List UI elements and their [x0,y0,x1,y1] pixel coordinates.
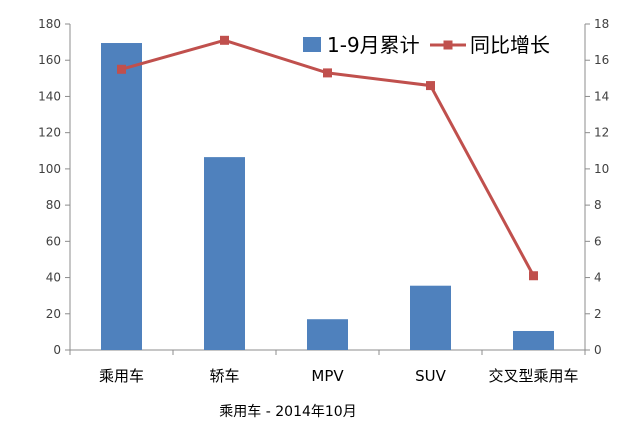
left-tick-label: 140 [38,89,61,103]
growth-point [426,81,435,91]
right-tick-label: 16 [594,53,609,67]
left-tick-label: 0 [53,343,61,357]
growth-point [220,35,229,45]
chart-caption: 乘用车 - 2014年10月 [219,404,357,420]
right-tick-label: 8 [594,198,602,212]
x-tick-label: SUV [415,367,447,385]
left-tick-label: 40 [46,271,61,285]
left-tick-label: 120 [38,126,61,140]
right-tick-label: 14 [594,89,609,103]
right-tick-label: 10 [594,162,609,176]
right-tick-label: 12 [594,126,609,140]
x-tick-label: 交叉型乘用车 [488,367,578,385]
right-tick-label: 2 [594,307,602,321]
bar [307,319,348,350]
growth-line [117,35,538,281]
legend-line-marker [443,40,453,50]
right-tick-label: 0 [594,343,602,357]
bar [101,43,142,351]
legend-bar-swatch [303,37,321,52]
growth-point [323,68,332,78]
axes: 0 20 40 60 80 100 120 140 160 180 0 2 4 6 8 10 12 14 16 18 乘… [38,17,609,385]
left-tick-label: 20 [46,307,61,321]
x-tick-label: MPV [311,367,344,385]
legend-line-label: 同比增长 [470,33,550,57]
right-tick-label: 4 [594,271,602,285]
bar [513,330,554,350]
left-tick-label: 80 [46,198,61,212]
left-tick-label: 160 [38,53,61,67]
x-tick-label: 轿车 [209,367,239,385]
bars [101,43,554,351]
growth-point [529,271,538,281]
legend-bar-label: 1-9月累计 [327,33,420,57]
right-tick-label: 18 [594,17,609,31]
growth-point [117,64,126,74]
left-tick-label: 60 [46,234,61,248]
left-tick-label: 100 [38,162,61,176]
bar [410,285,451,350]
right-tick-label: 6 [594,234,602,248]
x-tick-label: 乘用车 [99,367,144,385]
bar [204,157,245,350]
left-tick-label: 180 [38,17,61,31]
legend: 1-9月累计 同比增长 [303,33,550,57]
